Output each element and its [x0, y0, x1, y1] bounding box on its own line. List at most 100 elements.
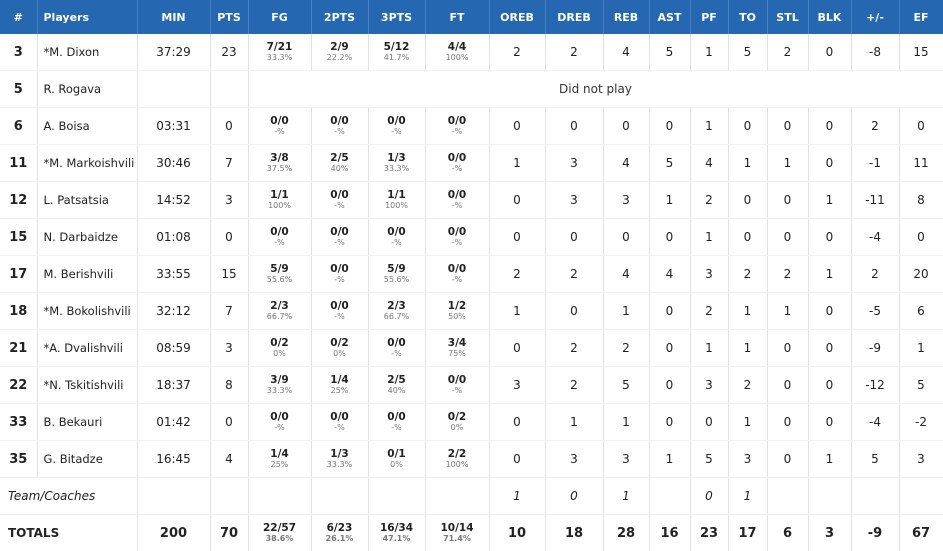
column-header-6[interactable]: 3PTS	[368, 0, 425, 34]
column-header-14[interactable]: STL	[767, 0, 808, 34]
two-pt-cell: 0/0-%	[311, 404, 368, 441]
fg-cell-percentage: 33.3%	[249, 386, 311, 396]
two-pt-cell-percentage: -%	[312, 238, 368, 248]
two-pt-cell-percentage: 0%	[312, 349, 368, 359]
team-dreb-cell: 0	[545, 478, 603, 515]
reb-cell: 3	[603, 182, 649, 219]
ast-cell: 0	[649, 367, 690, 404]
player-number: 12	[0, 182, 37, 219]
oreb-cell: 3	[489, 367, 545, 404]
ast-cell: 4	[649, 256, 690, 293]
oreb-cell: 0	[489, 441, 545, 478]
points-cell: 3	[210, 182, 248, 219]
fg-cell: 0/0-%	[248, 219, 311, 256]
reb-cell: 4	[603, 34, 649, 71]
ft-cell: 0/0-%	[425, 145, 489, 182]
fg-cell-made-attempted: 2/3	[249, 300, 311, 312]
column-header-5[interactable]: 2PTS	[311, 0, 368, 34]
column-header-13[interactable]: TO	[728, 0, 767, 34]
player-number: 21	[0, 330, 37, 367]
three-pt-cell: 0/0-%	[368, 404, 425, 441]
column-header-15[interactable]: BLK	[808, 0, 851, 34]
column-header-9[interactable]: DREB	[545, 0, 603, 34]
player-number: 5	[0, 71, 37, 108]
dreb-cell: 0	[545, 108, 603, 145]
three-pt-cell-percentage: 41.7%	[369, 53, 425, 63]
two-pt-cell-made-attempted: 1/3	[312, 448, 368, 460]
column-header-17[interactable]: EF	[899, 0, 943, 34]
column-header-12[interactable]: PF	[690, 0, 728, 34]
fg-cell-made-attempted: 3/8	[249, 152, 311, 164]
to-cell: 2	[728, 367, 767, 404]
to-cell: 1	[728, 293, 767, 330]
three-pt-cell-made-attempted: 2/5	[369, 374, 425, 386]
column-header-7[interactable]: FT	[425, 0, 489, 34]
ef-cell: 0	[899, 219, 943, 256]
column-header-0[interactable]: #	[0, 0, 37, 34]
blk-cell: 0	[808, 367, 851, 404]
oreb-cell: 0	[489, 404, 545, 441]
minutes-cell: 03:31	[137, 108, 210, 145]
player-number: 15	[0, 219, 37, 256]
player-number: 11	[0, 145, 37, 182]
stl-cell: 1	[767, 293, 808, 330]
blk-cell: 0	[808, 145, 851, 182]
fg-cell-percentage: -%	[249, 127, 311, 137]
team-empty-cell	[311, 478, 368, 515]
column-header-10[interactable]: REB	[603, 0, 649, 34]
two-pt-cell: 0/0-%	[311, 108, 368, 145]
column-header-1[interactable]: Players	[37, 0, 137, 34]
totals-fg-percentage: 38.6%	[249, 534, 311, 544]
reb-cell: 1	[603, 293, 649, 330]
column-header-16[interactable]: +/-	[851, 0, 899, 34]
reb-cell: 0	[603, 108, 649, 145]
team-reb-cell: 1	[603, 478, 649, 515]
column-header-3[interactable]: PTS	[210, 0, 248, 34]
two-pt-cell-made-attempted: 0/0	[312, 226, 368, 238]
player-name: *M. Bokolishvili	[37, 293, 137, 330]
fg-cell-percentage: 100%	[249, 201, 311, 211]
column-header-11[interactable]: AST	[649, 0, 690, 34]
column-header-8[interactable]: OREB	[489, 0, 545, 34]
dreb-cell: 0	[545, 293, 603, 330]
three-pt-cell-percentage: 0%	[369, 460, 425, 470]
oreb-cell: 0	[489, 108, 545, 145]
three-pt-cell-percentage: 55.6%	[369, 275, 425, 285]
dreb-cell: 2	[545, 367, 603, 404]
totals-three-pt-made-attempted: 16/34	[369, 522, 425, 534]
column-header-2[interactable]: MIN	[137, 0, 210, 34]
three-pt-cell-made-attempted: 0/0	[369, 115, 425, 127]
two-pt-cell-made-attempted: 2/9	[312, 41, 368, 53]
player-name: L. Patsatsia	[37, 182, 137, 219]
column-header-4[interactable]: FG	[248, 0, 311, 34]
stl-cell: 2	[767, 256, 808, 293]
minutes-cell: 14:52	[137, 182, 210, 219]
ef-cell: 11	[899, 145, 943, 182]
two-pt-cell: 0/0-%	[311, 182, 368, 219]
reb-cell: 5	[603, 367, 649, 404]
totals-to: 17	[728, 515, 767, 551]
reb-cell: 3	[603, 441, 649, 478]
